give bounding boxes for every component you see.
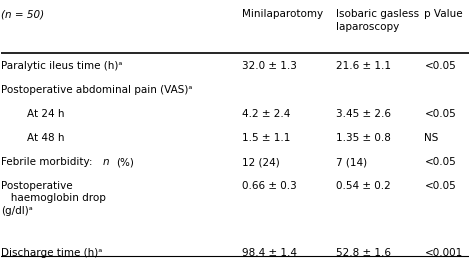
Text: 1.35 ± 0.8: 1.35 ± 0.8 xyxy=(336,133,391,143)
Text: n: n xyxy=(102,157,109,167)
Text: 32.0 ± 1.3: 32.0 ± 1.3 xyxy=(242,61,297,71)
Text: Postoperative abdominal pain (VAS)ᵃ: Postoperative abdominal pain (VAS)ᵃ xyxy=(1,85,193,95)
Text: 0.54 ± 0.2: 0.54 ± 0.2 xyxy=(336,181,391,191)
Text: 7 (14): 7 (14) xyxy=(336,157,367,167)
Text: 98.4 ± 1.4: 98.4 ± 1.4 xyxy=(242,248,297,258)
Text: 21.6 ± 1.1: 21.6 ± 1.1 xyxy=(336,61,391,71)
Text: At 24 h: At 24 h xyxy=(27,109,64,119)
Text: 3.45 ± 2.6: 3.45 ± 2.6 xyxy=(336,109,391,119)
Text: NS: NS xyxy=(425,133,439,143)
Text: At 48 h: At 48 h xyxy=(27,133,64,143)
Text: <0.001: <0.001 xyxy=(425,248,463,258)
Text: (n = 50): (n = 50) xyxy=(1,9,45,19)
Text: (%): (%) xyxy=(116,157,134,167)
Text: Isobaric gasless
laparoscopy: Isobaric gasless laparoscopy xyxy=(336,9,419,32)
Text: <0.05: <0.05 xyxy=(425,181,456,191)
Text: Discharge time (h)ᵃ: Discharge time (h)ᵃ xyxy=(1,248,103,258)
Text: 1.5 ± 1.1: 1.5 ± 1.1 xyxy=(242,133,291,143)
Text: 12 (24): 12 (24) xyxy=(242,157,280,167)
Text: Paralytic ileus time (h)ᵃ: Paralytic ileus time (h)ᵃ xyxy=(1,61,123,71)
Text: <0.05: <0.05 xyxy=(425,109,456,119)
Text: p Value: p Value xyxy=(425,9,463,19)
Text: 52.8 ± 1.6: 52.8 ± 1.6 xyxy=(336,248,391,258)
Text: <0.05: <0.05 xyxy=(425,157,456,167)
Text: Febrile morbidity:: Febrile morbidity: xyxy=(1,157,96,167)
Text: Minilaparotomy: Minilaparotomy xyxy=(242,9,323,19)
Text: 4.2 ± 2.4: 4.2 ± 2.4 xyxy=(242,109,291,119)
Text: Postoperative
   haemoglobin drop
(g/dl)ᵃ: Postoperative haemoglobin drop (g/dl)ᵃ xyxy=(1,181,106,216)
Text: <0.05: <0.05 xyxy=(425,61,456,71)
Text: 0.66 ± 0.3: 0.66 ± 0.3 xyxy=(242,181,297,191)
